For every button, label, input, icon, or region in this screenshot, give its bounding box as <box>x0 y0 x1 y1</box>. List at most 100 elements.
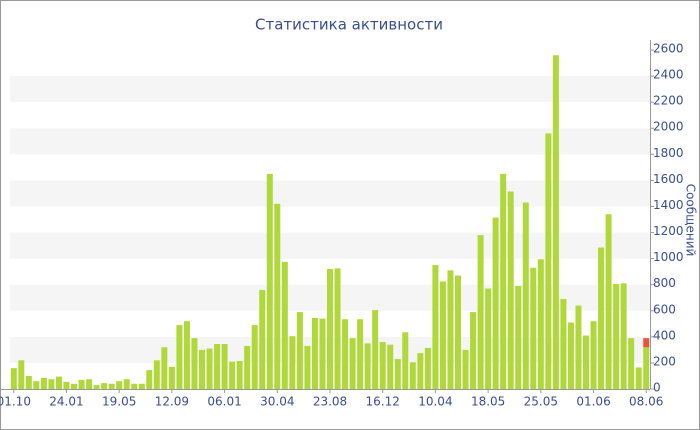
bar <box>296 312 303 389</box>
bar <box>146 370 153 389</box>
bar <box>537 259 544 389</box>
y-tick-label: 2200 <box>653 94 684 108</box>
bar <box>394 359 401 389</box>
x-tick-label: 18.05 <box>471 395 505 409</box>
bar <box>492 217 499 389</box>
bar <box>462 349 469 389</box>
bar <box>590 321 597 389</box>
bar <box>349 338 356 389</box>
bar <box>168 366 175 389</box>
bar <box>515 285 522 389</box>
x-tick-label: 19.05 <box>102 395 136 409</box>
bar <box>101 383 108 389</box>
y-tick-label: 1000 <box>653 250 684 264</box>
bar <box>319 318 326 389</box>
bar <box>10 368 17 389</box>
bar <box>191 338 198 389</box>
bar <box>342 319 349 389</box>
bar <box>432 265 439 389</box>
bar <box>409 362 416 389</box>
bar <box>613 284 620 389</box>
bar <box>470 312 477 389</box>
bar <box>289 336 296 389</box>
bar <box>116 381 123 389</box>
x-tick-label: 08.06 <box>629 395 663 409</box>
bar <box>221 344 228 389</box>
y-tick-label: 1400 <box>653 198 684 212</box>
x-tick-label: 01.10 <box>0 395 31 409</box>
bar <box>183 321 190 389</box>
bar <box>55 376 62 389</box>
bar <box>251 325 258 389</box>
x-tick-label: 10.04 <box>418 395 452 409</box>
bar <box>372 310 379 389</box>
bar <box>304 345 311 389</box>
y-tick-label: 2400 <box>653 68 684 82</box>
bar <box>266 173 273 389</box>
bar <box>33 381 40 389</box>
bar <box>18 360 25 389</box>
bar <box>78 379 85 389</box>
grid-band <box>10 76 650 103</box>
bar <box>281 261 288 389</box>
bar <box>424 347 431 389</box>
bar <box>598 247 605 389</box>
x-tick-label: 24.01 <box>49 395 83 409</box>
y-tick-label: 1600 <box>653 172 684 186</box>
x-tick-label: 25.05 <box>524 395 558 409</box>
bar <box>214 344 221 389</box>
bar <box>131 383 138 389</box>
bar <box>417 353 424 389</box>
bar <box>86 379 93 389</box>
bar <box>199 349 205 389</box>
bar <box>635 367 642 389</box>
bar <box>567 322 574 389</box>
bar <box>176 325 183 389</box>
bar <box>334 268 341 389</box>
y-tick-label: 1800 <box>653 146 684 160</box>
bar <box>522 202 529 389</box>
y-tick-label: 2600 <box>653 42 684 56</box>
bar <box>643 347 650 389</box>
bar <box>583 335 589 389</box>
x-tick-label: 12.09 <box>155 395 189 409</box>
bar <box>25 375 32 389</box>
bar <box>605 214 612 389</box>
bar <box>274 203 281 389</box>
bar <box>311 317 318 389</box>
bar <box>63 381 70 389</box>
bar <box>530 267 537 389</box>
bar <box>402 332 409 389</box>
x-tick-label: 06.01 <box>207 395 241 409</box>
bar <box>138 383 145 389</box>
y-tick-label: 2000 <box>653 120 684 134</box>
bar <box>161 347 168 389</box>
bar <box>71 383 77 389</box>
bar <box>477 235 484 389</box>
bar <box>327 269 333 389</box>
bar <box>108 383 115 389</box>
x-tick-label: 30.04 <box>260 395 294 409</box>
x-tick-label: 23.08 <box>313 395 347 409</box>
bar <box>545 133 552 389</box>
bar <box>229 361 236 389</box>
y-tick-label: 0 <box>653 381 661 395</box>
bar <box>93 385 100 389</box>
y-tick-label: 600 <box>653 302 676 316</box>
bar <box>560 299 567 389</box>
bar <box>236 360 243 389</box>
bar <box>485 288 492 389</box>
bar <box>575 305 582 389</box>
bar <box>244 345 251 389</box>
x-tick-label: 16.12 <box>366 395 400 409</box>
bar <box>48 379 55 389</box>
bar <box>447 270 454 389</box>
chart-title: Статистика активности <box>255 16 443 34</box>
bar <box>643 338 650 348</box>
bar <box>500 173 507 389</box>
bar <box>379 342 386 389</box>
bar <box>552 55 559 389</box>
bar <box>153 360 160 389</box>
bar <box>206 348 213 389</box>
y-axis-label: Сообщений <box>684 184 698 257</box>
